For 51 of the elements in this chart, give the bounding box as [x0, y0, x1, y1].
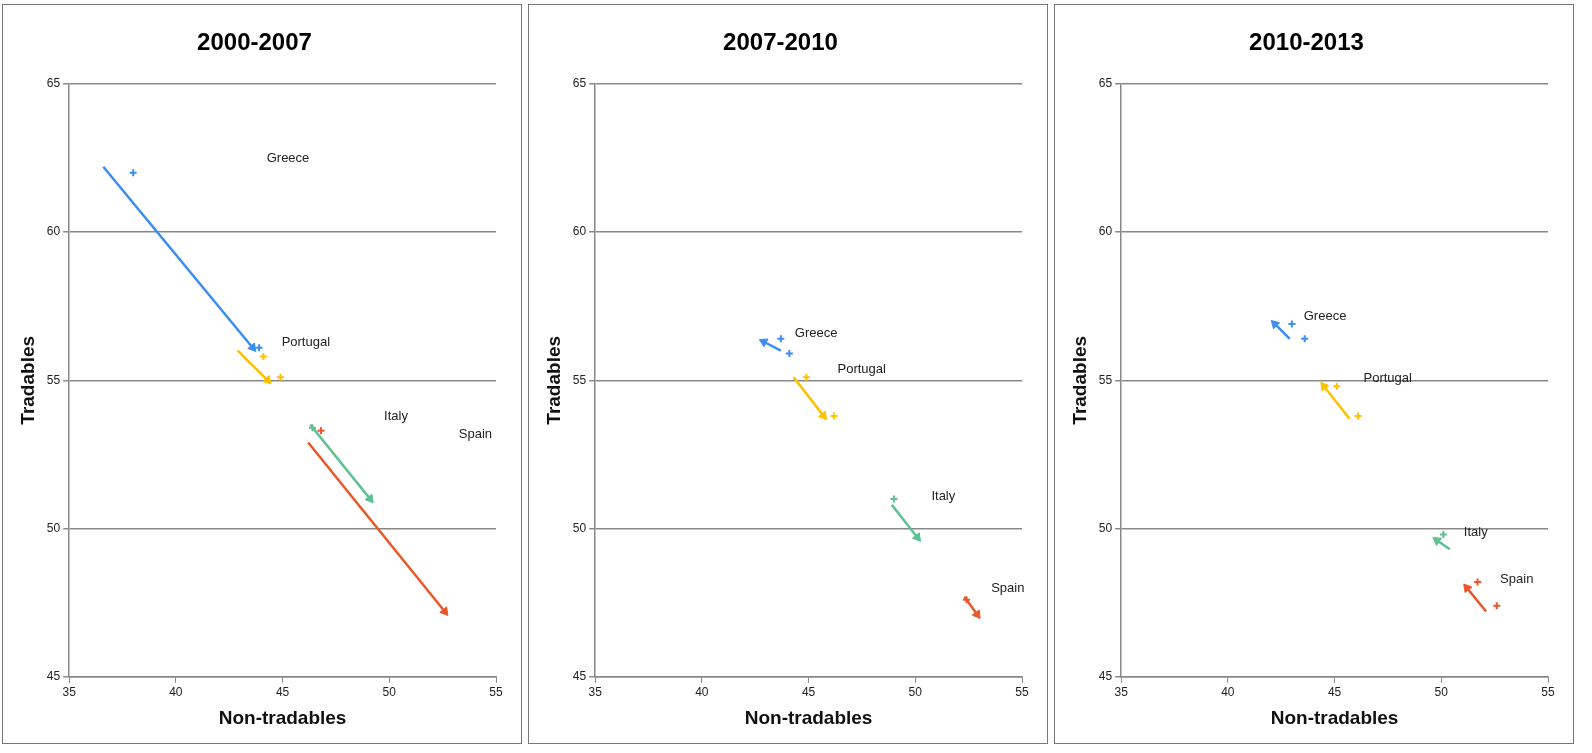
x-tick-label: 45: [275, 685, 290, 700]
y-tick-label: 60: [572, 224, 587, 239]
x-tick-label: 45: [1327, 685, 1342, 700]
x-tick-label: 40: [1221, 685, 1235, 700]
x-tick-label: 35: [62, 685, 77, 700]
x-tick-label: 50: [1434, 685, 1449, 700]
y-tick-label: 50: [1098, 520, 1113, 535]
text: Portugal: [837, 360, 887, 376]
y-tick-label: 60: [46, 224, 61, 239]
chart-title: 2000-2007: [197, 28, 312, 56]
y-tick-label: 50: [572, 520, 587, 535]
text: Italy: [931, 488, 956, 504]
y-tick-label: 55: [572, 372, 587, 387]
text: Portugal: [281, 334, 331, 350]
text: Spain: [458, 426, 493, 442]
y-tick-label: 45: [1098, 669, 1113, 684]
y-tick-label: 45: [46, 669, 61, 684]
y-axis-title: Tradables: [542, 335, 564, 425]
chart-title: 2007-2010: [723, 28, 838, 56]
x-tick-label: 40: [169, 685, 183, 700]
y-tick-label: 65: [572, 76, 587, 91]
y-tick-label: 60: [1098, 224, 1113, 239]
chart-title: 2010-2013: [1249, 28, 1364, 56]
series-label: Spain: [991, 580, 1025, 596]
x-tick-label: 50: [382, 685, 397, 700]
text: Portugal: [1363, 369, 1413, 385]
y-tick-label: 65: [1098, 76, 1113, 91]
x-tick-label: 55: [1015, 685, 1029, 700]
y-tick-label: 65: [46, 76, 61, 91]
x-tick-label: 45: [801, 685, 816, 700]
series-label: Greece: [794, 325, 838, 341]
x-tick-label: 35: [1114, 685, 1129, 700]
y-axis-title: Tradables: [1068, 335, 1090, 425]
x-axis-title: Non-tradables: [744, 706, 873, 728]
y-tick-label: 50: [46, 520, 61, 535]
x-tick-label: 40: [695, 685, 709, 700]
x-tick-label: 55: [1541, 685, 1555, 700]
x-axis-title: Non-tradables: [218, 706, 347, 728]
text: Italy: [384, 408, 409, 424]
x-axis-title: Non-tradables: [1270, 706, 1399, 728]
y-tick-label: 55: [1098, 372, 1113, 387]
series-label: Greece: [1303, 307, 1347, 323]
y-tick-label: 45: [572, 669, 587, 684]
y-axis-title: Tradables: [16, 335, 38, 425]
x-tick-label: 55: [489, 685, 503, 700]
text: Greece: [266, 150, 310, 166]
y-tick-label: 55: [46, 372, 61, 387]
x-tick-label: 35: [588, 685, 603, 700]
x-tick-label: 50: [908, 685, 923, 700]
series-label: Italy: [1463, 523, 1489, 539]
text: Spain: [1500, 571, 1534, 587]
